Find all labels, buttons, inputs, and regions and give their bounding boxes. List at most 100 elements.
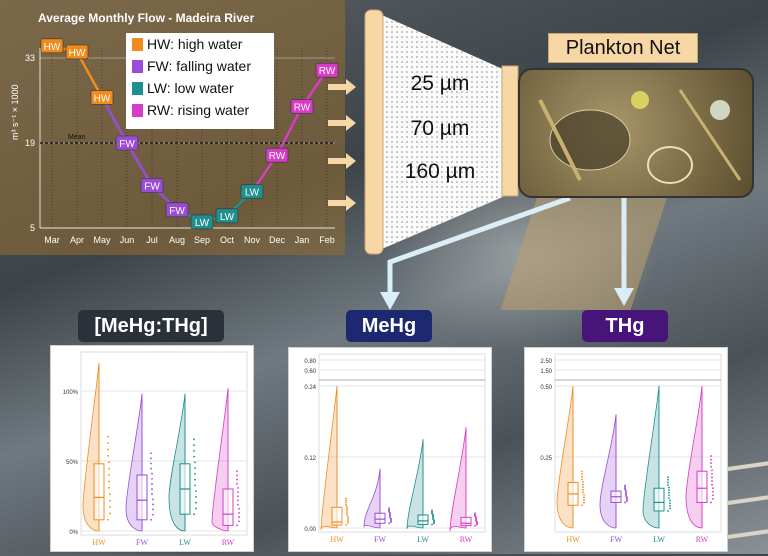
data-point bbox=[150, 457, 152, 460]
data-point bbox=[624, 488, 626, 491]
x-tick-label: Jan bbox=[295, 235, 310, 245]
flow-point-marker bbox=[40, 38, 64, 54]
data-point bbox=[193, 438, 195, 441]
data-point bbox=[712, 494, 714, 497]
flow-point: LW bbox=[190, 214, 214, 230]
flow-line-segment bbox=[75, 51, 104, 99]
group-label: LW bbox=[653, 535, 665, 544]
data-point bbox=[150, 452, 152, 455]
group-label: HW bbox=[330, 535, 344, 544]
data-point bbox=[582, 488, 584, 491]
box bbox=[653, 487, 665, 512]
flow-point-label: FW bbox=[119, 139, 135, 150]
data-point bbox=[711, 472, 713, 475]
data-point bbox=[582, 483, 584, 486]
x-tick-label: Sep bbox=[194, 235, 210, 245]
data-point bbox=[108, 486, 110, 489]
data-point bbox=[152, 508, 154, 511]
panel-tick-label: 0.50 bbox=[540, 385, 552, 391]
group-hw: HW bbox=[556, 385, 585, 544]
panel-tick-label: 1.50 bbox=[540, 369, 552, 375]
data-point bbox=[238, 512, 240, 514]
panel-tick-label: 50% bbox=[66, 460, 79, 466]
data-point bbox=[152, 498, 154, 501]
data-point bbox=[626, 498, 628, 501]
group-hw: HW bbox=[320, 385, 349, 544]
group-rw: RW bbox=[211, 388, 240, 547]
data-point bbox=[669, 499, 671, 502]
data-point bbox=[624, 501, 626, 504]
x-tick-label: May bbox=[93, 235, 111, 245]
x-tick-label: Jul bbox=[146, 235, 158, 245]
data-point bbox=[108, 467, 110, 470]
group-label: FW bbox=[136, 538, 148, 547]
data-point bbox=[109, 506, 111, 508]
mesh-size-label: 160 µm bbox=[404, 160, 476, 183]
data-point bbox=[193, 449, 195, 452]
panel-title-ratio: [MeHg:THg] bbox=[78, 310, 224, 342]
panel-title-thg: THg bbox=[582, 310, 668, 342]
x-tick-label: Mar bbox=[44, 235, 60, 245]
data-point bbox=[668, 494, 670, 497]
box bbox=[93, 463, 105, 521]
data-point bbox=[668, 489, 670, 492]
flow-point-label: HW bbox=[44, 42, 61, 53]
flow-chart-title: Average Monthly Flow - Madeira River bbox=[38, 11, 255, 25]
data-point bbox=[195, 507, 197, 510]
data-point bbox=[346, 511, 348, 514]
data-point bbox=[237, 503, 239, 506]
group-label: FW bbox=[374, 535, 386, 544]
panel-tick-label: 0.80 bbox=[304, 359, 316, 365]
group-label: LW bbox=[417, 535, 429, 544]
data-point bbox=[667, 478, 669, 481]
flow-line-segment bbox=[275, 105, 304, 156]
data-point bbox=[236, 474, 238, 477]
group-label: HW bbox=[566, 535, 580, 544]
data-point bbox=[582, 486, 584, 489]
flow-point-marker bbox=[140, 178, 164, 193]
data-point bbox=[581, 478, 583, 481]
data-point bbox=[152, 503, 154, 506]
data-point bbox=[107, 448, 109, 451]
data-point bbox=[625, 493, 627, 496]
group-label: FW bbox=[610, 535, 622, 544]
data-point bbox=[581, 475, 583, 478]
data-point bbox=[347, 522, 349, 524]
group-label: RW bbox=[222, 538, 235, 547]
data-point bbox=[669, 504, 671, 507]
flow-point-label: FW bbox=[144, 182, 160, 193]
data-point bbox=[107, 442, 109, 444]
data-point bbox=[237, 487, 239, 489]
x-tick-label: Jun bbox=[120, 235, 135, 245]
box bbox=[417, 514, 429, 525]
data-point bbox=[583, 496, 585, 499]
legend-swatch bbox=[132, 60, 143, 73]
data-point bbox=[431, 512, 433, 515]
arrow-to-mehg bbox=[387, 195, 571, 296]
data-point bbox=[194, 467, 196, 470]
data-point bbox=[582, 481, 584, 483]
data-point bbox=[710, 462, 712, 465]
data-point bbox=[107, 435, 109, 438]
data-point bbox=[668, 497, 670, 499]
flow-point-marker bbox=[315, 62, 339, 78]
data-point bbox=[668, 491, 670, 494]
panel-tick-label: 0.60 bbox=[304, 369, 316, 375]
group-label: RW bbox=[460, 535, 473, 544]
flow-line-segment bbox=[100, 96, 129, 144]
flow-point: RW bbox=[315, 62, 339, 78]
group-lw: LW bbox=[642, 385, 671, 544]
flow-point-marker bbox=[65, 44, 89, 60]
panel-tick-label: 0% bbox=[69, 530, 78, 536]
mean-label: Mean bbox=[68, 134, 86, 141]
data-point bbox=[195, 490, 197, 493]
data-point bbox=[194, 472, 196, 475]
flow-point-label: RW bbox=[269, 151, 286, 162]
data-point bbox=[625, 489, 627, 492]
data-point bbox=[581, 470, 583, 473]
data-point bbox=[195, 501, 197, 504]
data-point bbox=[346, 507, 348, 510]
data-point bbox=[347, 518, 349, 520]
arrow-down-icon bbox=[614, 288, 634, 306]
